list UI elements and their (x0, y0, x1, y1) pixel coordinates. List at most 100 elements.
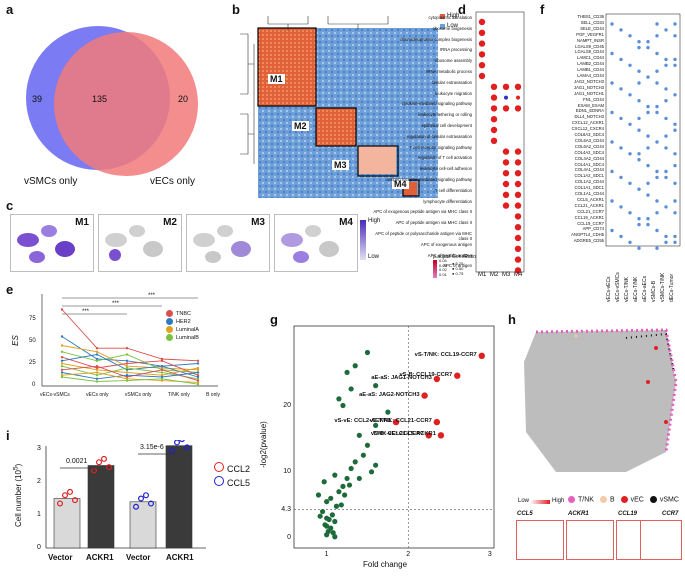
es-point (196, 368, 200, 371)
go-generatio-values: ● 0.25 ● 0.50 ● 0.75 (452, 261, 464, 276)
es-point (95, 380, 99, 383)
go-term-label: lymphocyte differentiation (423, 198, 472, 204)
umap-legend-high: High (368, 218, 381, 224)
es-point (125, 379, 129, 382)
lr-dot (673, 240, 677, 244)
lr-dot (673, 128, 677, 132)
go-dot (502, 180, 510, 188)
es-point (60, 365, 64, 368)
volcano-point (344, 369, 350, 375)
volcano-point (319, 508, 326, 515)
volcano-point (336, 489, 342, 495)
lr-dot (664, 99, 668, 103)
es-point (125, 359, 129, 362)
es-point (95, 374, 99, 377)
lr-dot (610, 169, 614, 174)
go-dot (490, 116, 498, 123)
bar-replicate-point (61, 492, 68, 499)
lr-dot (619, 234, 623, 239)
es-point (95, 357, 99, 361)
bar-replicate-point (71, 497, 78, 504)
es-point (60, 374, 64, 377)
go-term-label: APC of exogenous peptide antigen via MHC… (373, 209, 472, 215)
go-dot (478, 72, 486, 80)
panel-label-g: g (270, 312, 278, 327)
volcano-point (373, 383, 379, 389)
lr-pair-label: THBS1_CD36 (577, 14, 604, 19)
go-dot (514, 170, 522, 177)
lr-pair-label: COL4A1_CD44 (574, 167, 604, 173)
lr-dot (637, 81, 641, 85)
volcano-point (326, 516, 332, 523)
lr-dot (628, 63, 632, 67)
venn-right-label: vECs only (150, 176, 196, 187)
go-term-label: leukocyte cell-cell adhesion (419, 166, 472, 172)
es-point (125, 362, 129, 365)
volcano-highlight-point (433, 375, 441, 383)
lr-dot (610, 199, 614, 203)
lr-dot (628, 93, 632, 97)
volcano-xtick: 1 (324, 551, 329, 558)
es-sig-1: *** (148, 293, 156, 299)
go-dot (478, 62, 486, 69)
es-point (60, 335, 64, 338)
umap-m2: M2 (98, 214, 182, 272)
go-dot (514, 256, 522, 263)
lr-dot (664, 134, 668, 138)
go-term-label: cellular extravasation (431, 79, 472, 85)
es-ytick-0: 0 (32, 382, 36, 388)
lr-pair-label: CXCL12_ACKR1 (571, 120, 604, 126)
venn-diagram (26, 26, 198, 176)
es-line-plot (41, 294, 218, 387)
bar-replicate-point (105, 464, 112, 471)
go-term-label: regulation of T cell activation (417, 155, 472, 161)
umap-m1: M1 (10, 214, 94, 272)
lr-pair-label: COL6A3_SDC4 (574, 132, 604, 137)
es-point (196, 374, 200, 377)
volcano-point (348, 465, 354, 472)
heatmap-legend-high-swatch (440, 14, 445, 19)
lr-dot (646, 104, 650, 109)
es-point (160, 377, 164, 380)
volcano-highlight-point (421, 392, 428, 399)
volcano-point (328, 495, 334, 501)
volcano-point (332, 472, 338, 478)
bar-ytick-1: 1 (37, 511, 41, 518)
bar-replicate-point (132, 503, 139, 510)
es-point (160, 375, 164, 379)
es-point (125, 368, 129, 371)
lr-pair-label: COL1A1_CD44 (574, 191, 604, 196)
volcano-point (336, 396, 342, 402)
es-point (125, 371, 129, 374)
lr-group-label: vSMCs-B (651, 280, 657, 302)
es-point (125, 353, 129, 356)
es-point (60, 308, 64, 311)
lr-pair-label: SELL_CD34 (580, 19, 604, 25)
lr-dot (673, 63, 677, 67)
umap-colorbar (360, 220, 366, 260)
volcano-point (364, 349, 371, 356)
es-point (196, 379, 200, 382)
go-dot (514, 267, 522, 274)
lr-pair-label: EDN1_EDNRA (575, 108, 604, 114)
go-term-label: APC of antigen (443, 263, 472, 269)
spatial-legend: T/NK B vEC vSMC (568, 496, 679, 503)
volcano-point (364, 442, 371, 448)
es-point (196, 377, 200, 380)
go-term-label: rRNA processing (439, 47, 472, 53)
lr-dot (655, 246, 659, 250)
lr-dotplot (605, 13, 681, 250)
volcano-point (338, 502, 344, 508)
go-dot (478, 40, 486, 47)
go-dot (514, 105, 522, 112)
panel-label-i: i (6, 428, 10, 443)
es-point (160, 371, 164, 374)
heatmap-m4-label: M4 (392, 179, 409, 189)
es-point (160, 374, 164, 377)
lr-dot (619, 116, 623, 121)
lr-dot (655, 140, 659, 144)
lr-dot (637, 152, 641, 156)
volcano-highlight-label: T/NK-vE: CCL5-ACKR1 (372, 431, 436, 438)
es-point (95, 365, 99, 368)
lr-dot (655, 211, 659, 215)
